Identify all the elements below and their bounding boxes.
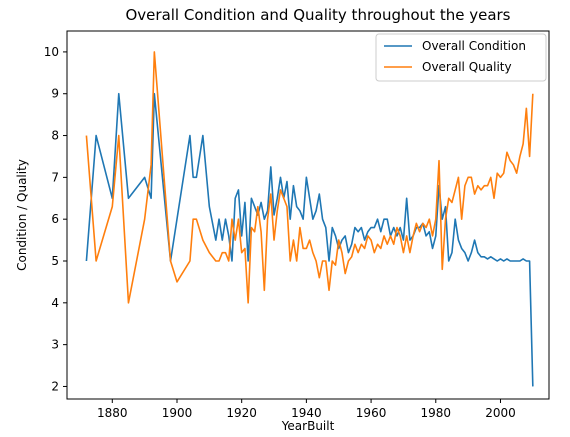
y-tick-label: 6 [51,212,59,226]
x-tick-label: 1980 [421,406,452,420]
y-tick-label: 5 [51,254,59,268]
y-tick-label: 4 [51,296,59,310]
series-quality-line [86,52,532,303]
x-axis-label: YearBuilt [281,419,335,433]
x-tick-label: 1880 [97,406,128,420]
y-axis: 2 3 4 5 6 7 8 9 10 [44,45,67,394]
y-tick-label: 7 [51,170,59,184]
x-tick-label: 1920 [226,406,257,420]
y-tick-label: 10 [44,45,59,59]
x-tick-label: 1940 [291,406,322,420]
y-axis-label: Condition / Quality [15,159,29,271]
legend-label-quality: Overall Quality [422,60,512,74]
series-lines [86,52,532,387]
legend-label-condition: Overall Condition [422,39,526,53]
chart-title: Overall Condition and Quality throughout… [125,6,510,24]
y-tick-label: 2 [51,379,59,393]
x-tick-label: 2000 [485,406,516,420]
y-tick-label: 9 [51,87,59,101]
x-tick-label: 1900 [162,406,193,420]
plot-frame [67,31,549,399]
legend: Overall Condition Overall Quality [376,34,546,81]
y-tick-label: 8 [51,129,59,143]
y-tick-label: 3 [51,338,59,352]
plot-area [67,31,549,399]
x-tick-label: 1960 [356,406,387,420]
x-axis: 1880 1900 1920 1940 1960 1980 2000 [97,399,516,420]
